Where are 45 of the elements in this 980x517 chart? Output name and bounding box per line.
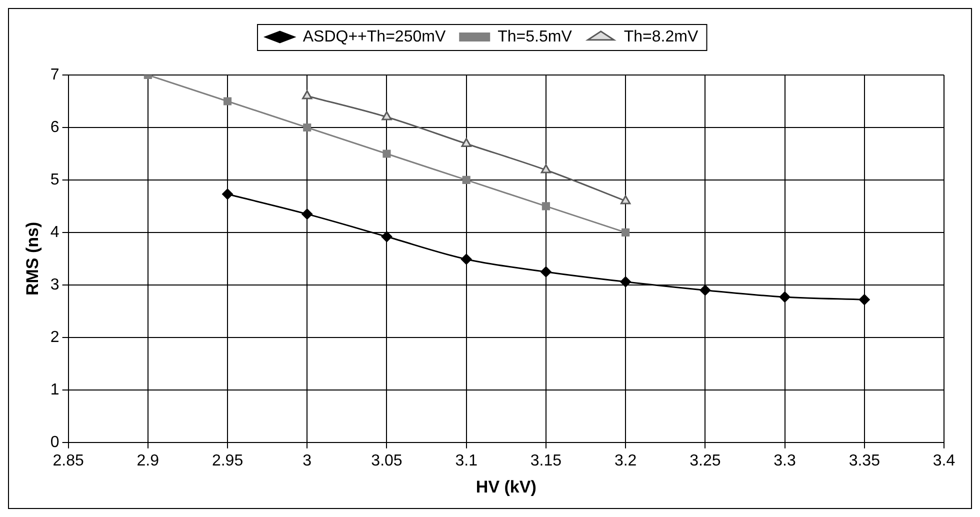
legend-label: ASDQ++Th=250mV [302, 28, 446, 46]
point [858, 294, 870, 306]
x-tick-label: 3.35 [848, 452, 880, 470]
point [620, 276, 632, 288]
y-tick-label: 3 [50, 276, 60, 294]
point [223, 97, 232, 106]
point [302, 90, 312, 100]
point [381, 231, 392, 242]
y-tick-label: 0 [50, 434, 60, 451]
x-tick-label: 3.1 [455, 452, 478, 470]
x-tick-label: 2.9 [136, 452, 160, 470]
y-tick-label: 5 [50, 171, 60, 188]
x-tick-label: 3 [302, 452, 312, 470]
point [622, 228, 630, 236]
y-tick-label: 2 [50, 328, 60, 346]
point [462, 176, 470, 184]
point [382, 150, 391, 158]
x-tick-label: 2.85 [52, 452, 84, 470]
x-tick-label: 2.95 [212, 452, 244, 470]
x-axis-title: HV (kV) [476, 477, 536, 496]
x-tick-label: 3.2 [614, 452, 637, 470]
point [620, 195, 631, 204]
x-tick-label: 3.25 [690, 452, 721, 470]
x-tick-label: 3.4 [932, 452, 956, 470]
point [540, 164, 552, 174]
point [542, 202, 550, 210]
y-tick-label: 6 [50, 118, 60, 136]
y-tick-label: 4 [50, 224, 60, 241]
x-tick-label: 3.05 [371, 452, 402, 470]
y-tick-label: 1 [50, 381, 60, 398]
legend-label: Th=8.2mV [624, 28, 698, 46]
x-tick-label: 3.3 [774, 452, 796, 470]
y-tick-label: 7 [50, 66, 60, 84]
point [779, 292, 790, 303]
point [540, 266, 552, 278]
x-tick-label: 3.15 [530, 452, 562, 470]
point [302, 208, 313, 220]
point [222, 188, 234, 200]
legend-label: Th=5.5mV [498, 28, 572, 46]
point [461, 138, 472, 148]
point [382, 111, 392, 120]
y-axis-title: RMS (ns) [22, 222, 42, 296]
point [460, 254, 472, 265]
point [303, 123, 312, 132]
point [700, 284, 711, 296]
